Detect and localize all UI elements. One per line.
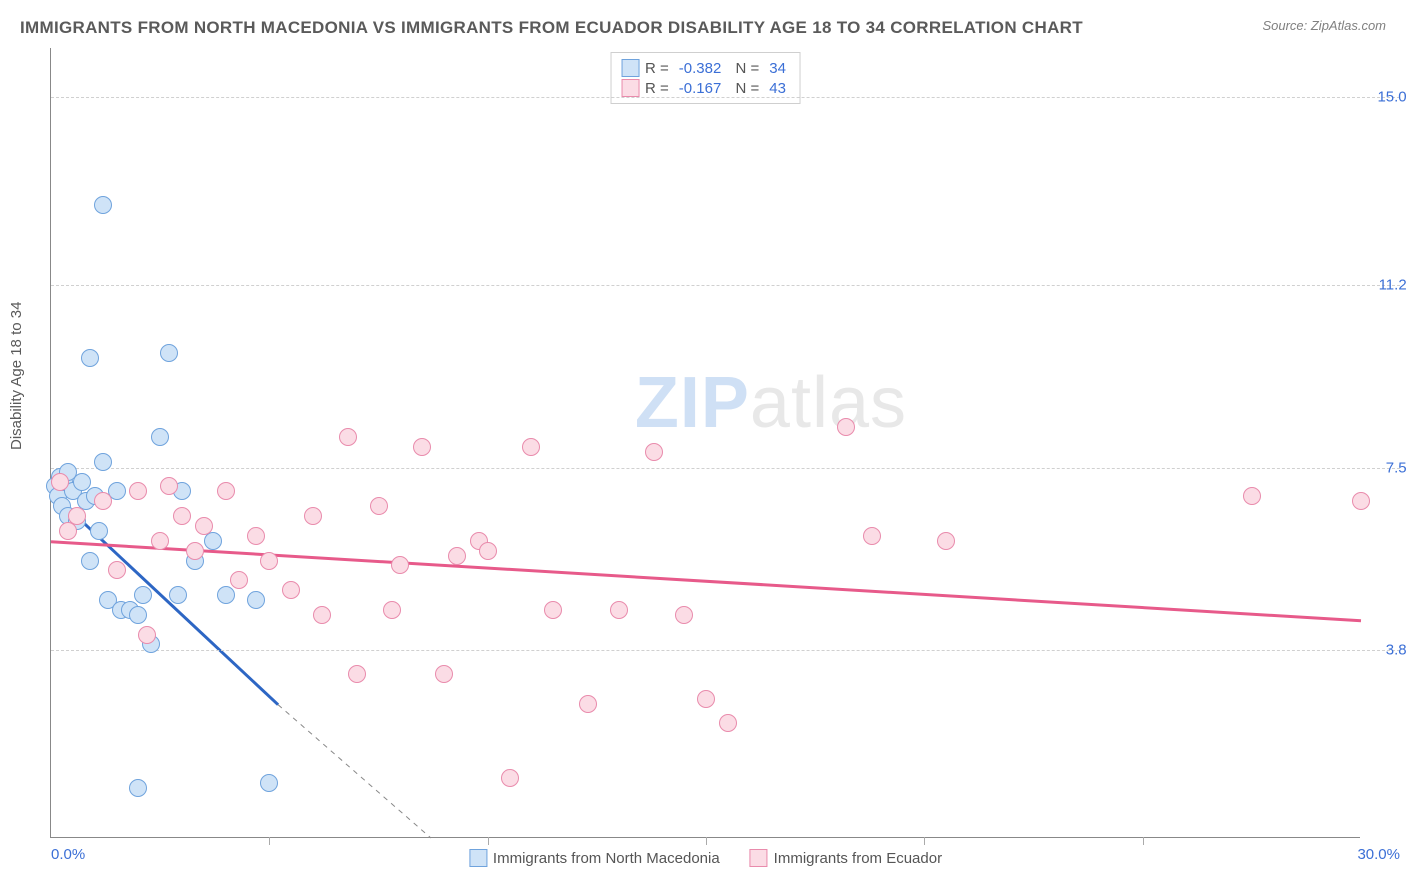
data-point (448, 547, 466, 565)
data-point (1243, 487, 1261, 505)
legend-swatch (621, 59, 639, 77)
data-point (73, 473, 91, 491)
legend-series-item: Immigrants from Ecuador (750, 849, 942, 867)
x-tick (488, 837, 489, 845)
data-point (230, 571, 248, 589)
y-tick-label: 15.0% (1365, 89, 1406, 106)
data-point (260, 774, 278, 792)
x-axis-min: 0.0% (51, 846, 85, 863)
legend-swatch (469, 849, 487, 867)
data-point (544, 601, 562, 619)
source-attribution: Source: ZipAtlas.com (1262, 18, 1386, 33)
y-tick-label: 11.2% (1365, 277, 1406, 294)
legend-n-value: 34 (769, 60, 786, 77)
data-point (675, 606, 693, 624)
data-point (282, 581, 300, 599)
legend-n-value: 43 (769, 80, 786, 97)
x-tick (1143, 837, 1144, 845)
gridline (51, 97, 1400, 98)
data-point (169, 586, 187, 604)
data-point (217, 482, 235, 500)
data-point (173, 507, 191, 525)
data-point (151, 428, 169, 446)
data-point (81, 552, 99, 570)
y-axis-label: Disability Age 18 to 34 (8, 302, 25, 450)
data-point (108, 561, 126, 579)
data-point (186, 542, 204, 560)
data-point (217, 586, 235, 604)
legend-r-label: R = (645, 80, 669, 97)
data-point (937, 532, 955, 550)
data-point (304, 507, 322, 525)
data-point (313, 606, 331, 624)
data-point (863, 527, 881, 545)
chart-title: IMMIGRANTS FROM NORTH MACEDONIA VS IMMIG… (20, 18, 1083, 38)
trend-lines (51, 48, 1360, 837)
data-point (129, 606, 147, 624)
legend-n-label: N = (731, 60, 759, 77)
data-point (129, 779, 147, 797)
data-point (134, 586, 152, 604)
legend-n-label: N = (731, 80, 759, 97)
legend-r-value: -0.382 (679, 60, 722, 77)
y-tick-label: 7.5% (1365, 459, 1406, 476)
legend-swatch (621, 79, 639, 97)
gridline (51, 468, 1400, 469)
data-point (94, 492, 112, 510)
data-point (719, 714, 737, 732)
legend-swatch (750, 849, 768, 867)
gridline (51, 285, 1400, 286)
data-point (610, 601, 628, 619)
data-point (370, 497, 388, 515)
data-point (129, 482, 147, 500)
data-point (195, 517, 213, 535)
legend-stat-row: R = -0.382 N = 34 (621, 59, 790, 77)
data-point (260, 552, 278, 570)
legend-stat-row: R = -0.167 N = 43 (621, 79, 790, 97)
data-point (697, 690, 715, 708)
data-point (94, 453, 112, 471)
x-tick (706, 837, 707, 845)
legend-r-value: -0.167 (679, 80, 722, 97)
x-tick (269, 837, 270, 845)
gridline (51, 650, 1400, 651)
data-point (151, 532, 169, 550)
data-point (348, 665, 366, 683)
data-point (247, 527, 265, 545)
correlation-legend: R = -0.382 N = 34 R = -0.167 N = 43 (610, 52, 801, 104)
data-point (383, 601, 401, 619)
data-point (501, 769, 519, 787)
data-point (435, 665, 453, 683)
data-point (579, 695, 597, 713)
data-point (81, 349, 99, 367)
data-point (413, 438, 431, 456)
data-point (51, 473, 69, 491)
data-point (160, 477, 178, 495)
data-point (391, 556, 409, 574)
y-tick-label: 3.8% (1365, 642, 1406, 659)
data-point (479, 542, 497, 560)
data-point (247, 591, 265, 609)
data-point (160, 344, 178, 362)
legend-series-label: Immigrants from Ecuador (774, 850, 942, 867)
data-point (645, 443, 663, 461)
legend-series-item: Immigrants from North Macedonia (469, 849, 720, 867)
legend-series-label: Immigrants from North Macedonia (493, 850, 720, 867)
data-point (94, 196, 112, 214)
x-axis-max: 30.0% (1357, 846, 1400, 863)
x-tick (924, 837, 925, 845)
data-point (339, 428, 357, 446)
legend-r-label: R = (645, 60, 669, 77)
data-point (68, 507, 86, 525)
data-point (138, 626, 156, 644)
data-point (90, 522, 108, 540)
scatter-plot: ZIPatlas R =-0.382 N =34R =-0.167 N =43 … (50, 48, 1360, 838)
data-point (1352, 492, 1370, 510)
series-legend: Immigrants from North Macedonia Immigrant… (469, 849, 942, 867)
data-point (837, 418, 855, 436)
data-point (522, 438, 540, 456)
